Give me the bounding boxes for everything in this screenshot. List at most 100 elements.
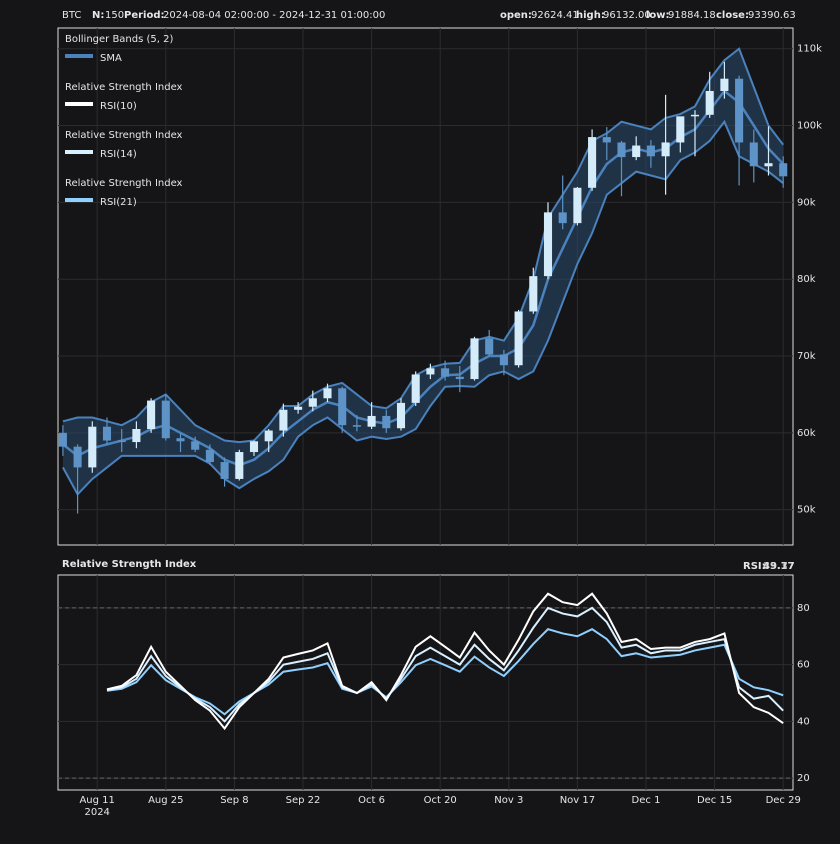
candle-body xyxy=(661,142,670,157)
candle-body xyxy=(543,212,553,277)
y-tick-label: 20 xyxy=(797,773,810,784)
legend-swatch xyxy=(65,102,93,106)
candle-body xyxy=(470,338,479,380)
candle-body xyxy=(279,409,288,431)
legend-label: RSI(14) xyxy=(100,149,137,160)
x-tick-label: Dec 29 xyxy=(766,795,801,806)
open-label: open: xyxy=(500,10,532,21)
y-tick-label: 60k xyxy=(797,428,816,439)
period-label: Period: xyxy=(124,10,165,21)
candle-body xyxy=(617,142,626,158)
rsi-title: Relative Strength Index xyxy=(62,559,197,570)
y-tick-label: 40 xyxy=(797,716,810,727)
candle-body xyxy=(720,78,729,91)
low: 91884.18 xyxy=(668,10,716,21)
y-tick-label: 90k xyxy=(797,197,816,208)
x-tick-label: Aug 11 xyxy=(79,795,114,806)
n-label: N: xyxy=(92,10,104,21)
candle-body xyxy=(632,145,641,158)
open: 92624.41 xyxy=(531,10,579,21)
y-tick-label: 70k xyxy=(797,351,816,362)
candle-body xyxy=(485,338,494,355)
y-tick-label: 60 xyxy=(797,660,810,671)
rsi-readout: 49.17 xyxy=(763,561,795,572)
close-label: close: xyxy=(716,10,749,21)
candle-body xyxy=(705,90,714,115)
candle-body xyxy=(58,432,67,447)
x-tick-label: Dec 15 xyxy=(697,795,732,806)
y-tick-label: 50k xyxy=(797,505,816,516)
candle-body xyxy=(102,426,112,441)
legend-label: SMA xyxy=(100,53,122,64)
candle-body xyxy=(176,438,185,442)
candle-body xyxy=(147,400,156,430)
candle-body xyxy=(779,163,788,177)
x-tick-label: Oct 20 xyxy=(424,795,457,806)
candle-body xyxy=(455,376,464,380)
rsi-line xyxy=(106,592,784,731)
candle-body xyxy=(323,388,332,399)
candle-body xyxy=(411,374,420,403)
x-tick-label: Sep 22 xyxy=(286,795,321,806)
n: 150 xyxy=(105,10,124,21)
y-tick-label: 110k xyxy=(797,44,822,55)
x-tick-label: Nov 17 xyxy=(560,795,595,806)
candle-body xyxy=(308,398,317,407)
y-tick-label: 80 xyxy=(797,603,810,614)
rsi-readout-label: RSI: xyxy=(743,561,766,572)
candle-body xyxy=(264,430,273,442)
candle-body xyxy=(573,187,582,224)
candle-body xyxy=(132,429,141,443)
candle-body xyxy=(441,368,450,377)
candle-body xyxy=(220,462,229,479)
candle-body xyxy=(646,145,655,157)
candle-body xyxy=(205,449,214,463)
main-frame xyxy=(57,27,794,546)
candle-body xyxy=(499,354,508,366)
rsi-readout: 39.37 xyxy=(763,561,795,572)
rsi-line xyxy=(106,606,784,723)
candle-body xyxy=(294,406,303,410)
x-tick-label: Nov 3 xyxy=(494,795,523,806)
band-fill xyxy=(62,48,784,495)
symbol: BTC xyxy=(62,10,81,21)
candle-body xyxy=(352,425,361,427)
x-tick-sublabel: 2024 xyxy=(84,807,109,818)
candle-body xyxy=(529,276,538,312)
legend-swatch xyxy=(65,198,93,202)
candle-body xyxy=(676,116,685,143)
x-tick-label: Aug 25 xyxy=(148,795,183,806)
close: 93390.63 xyxy=(748,10,796,21)
candle-body xyxy=(117,440,126,443)
candle-body xyxy=(735,78,744,143)
candle-body xyxy=(426,368,435,375)
candle-body xyxy=(382,415,391,429)
candle-body xyxy=(235,452,244,479)
candle-body xyxy=(514,311,523,366)
candle-body xyxy=(396,402,406,429)
candle-body xyxy=(73,446,82,468)
legend-swatch xyxy=(65,54,93,58)
period: 2024-08-04 02:00:00 - 2024-12-31 01:00:0… xyxy=(163,10,385,21)
candle-body xyxy=(764,163,773,167)
candle-body xyxy=(161,400,170,439)
candle-body xyxy=(602,137,611,143)
candle-body xyxy=(558,212,567,224)
legend-title: Bollinger Bands (5, 2) xyxy=(65,34,173,45)
candle-body xyxy=(249,441,259,453)
candle-body xyxy=(88,426,97,468)
rsi-line xyxy=(106,628,784,716)
legend-label: RSI(21) xyxy=(100,197,137,208)
high-label: high: xyxy=(576,10,605,21)
y-tick-label: 80k xyxy=(797,274,816,285)
x-tick-label: Sep 8 xyxy=(220,795,248,806)
candle-body xyxy=(338,388,347,426)
band-lower xyxy=(62,119,784,496)
band-upper xyxy=(62,47,784,444)
high: 96132.00 xyxy=(603,10,651,21)
x-tick-label: Oct 6 xyxy=(358,795,385,806)
legend-title: Relative Strength Index xyxy=(65,130,183,141)
candle-body xyxy=(749,142,758,167)
rsi-frame xyxy=(57,574,794,791)
